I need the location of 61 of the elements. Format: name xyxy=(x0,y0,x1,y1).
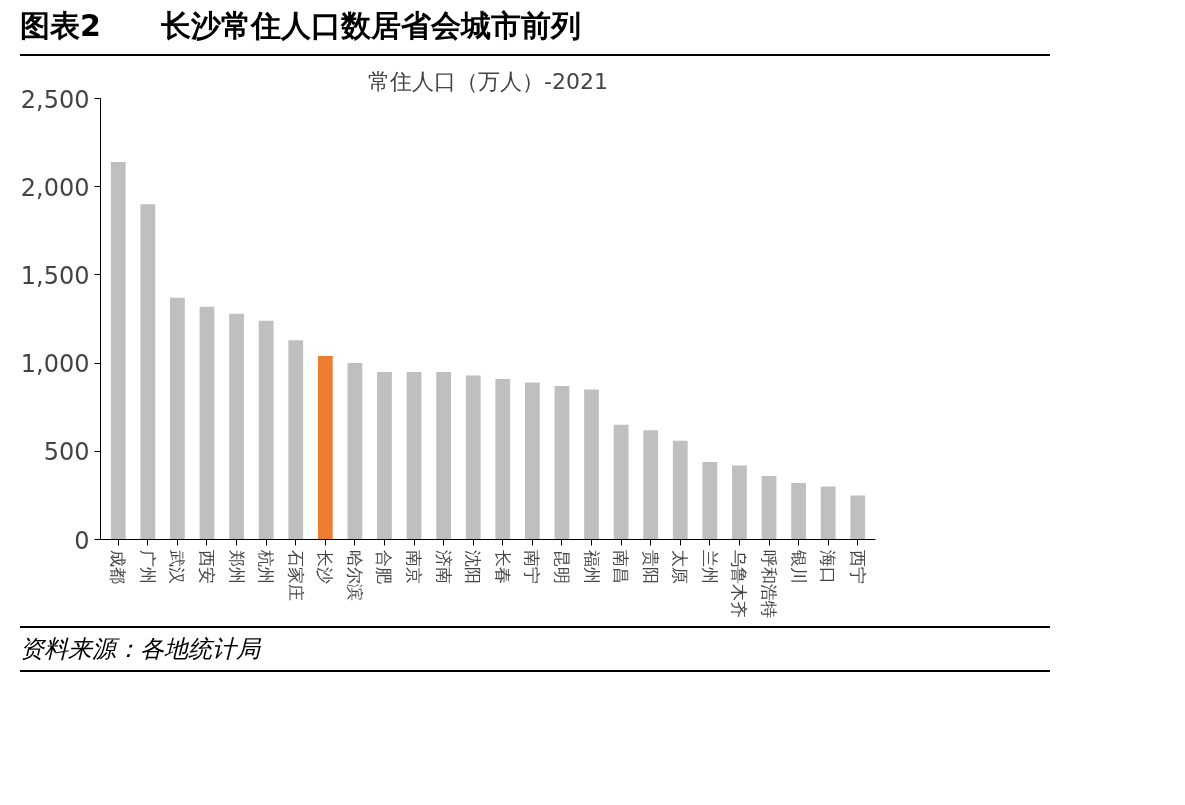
bar xyxy=(613,424,629,540)
x-tick-label: 石家庄 xyxy=(285,550,306,602)
bar xyxy=(347,362,363,540)
bar xyxy=(554,385,570,540)
x-tick-label: 西安 xyxy=(196,550,217,585)
x-tick-label: 哈尔滨 xyxy=(344,550,365,602)
bar xyxy=(643,429,659,540)
text: 资料来源：各地统计局 xyxy=(20,633,260,665)
bar xyxy=(850,495,866,540)
x-tick-label: 贵阳 xyxy=(640,550,661,585)
x-tick-label: 郑州 xyxy=(226,550,247,585)
x-tick-label: 昆明 xyxy=(551,550,572,585)
bar xyxy=(406,371,422,540)
bar xyxy=(377,371,392,540)
x-tick-label: 成都 xyxy=(108,550,129,585)
text: 图表2 长沙常住人口数居省会城市前列 xyxy=(20,7,581,45)
x-tick-label: 杭州 xyxy=(256,549,277,585)
bar xyxy=(672,440,688,540)
bar xyxy=(258,320,274,540)
x-tick-label: 南宁 xyxy=(522,550,543,585)
x-tick-label: 长沙 xyxy=(315,550,336,585)
bar xyxy=(110,161,126,540)
bar xyxy=(495,378,511,540)
bar xyxy=(288,340,304,540)
chart-title: 常住人口（万人）-2021 xyxy=(368,68,608,94)
x-tick-label: 太原 xyxy=(670,550,691,585)
bar xyxy=(465,375,481,540)
x-tick-label: 长春 xyxy=(492,550,513,585)
x-tick-label: 沈阳 xyxy=(463,550,484,585)
x-tick-label: 广州 xyxy=(137,550,158,585)
bar xyxy=(702,461,718,540)
x-tick-label: 西宁 xyxy=(847,550,868,585)
x-tick-label: 合肥 xyxy=(374,550,395,585)
x-tick-label: 兰州 xyxy=(699,550,720,585)
bar xyxy=(820,486,836,540)
bar xyxy=(170,297,185,540)
x-tick-label: 银川 xyxy=(788,549,809,585)
bar xyxy=(140,204,156,540)
y-tick-label: 0 xyxy=(74,526,90,555)
x-tick-label: 福州 xyxy=(581,550,602,585)
bar xyxy=(317,355,333,540)
bar xyxy=(199,306,215,540)
x-tick-label: 海口 xyxy=(818,550,839,585)
x-tick-label: 南昌 xyxy=(611,550,632,585)
bar xyxy=(732,465,747,540)
bar xyxy=(791,482,806,540)
y-tick-label: 500 xyxy=(43,438,90,467)
x-tick-label: 济南 xyxy=(433,550,454,585)
y-tick-label: 1,500 xyxy=(20,261,90,290)
bar xyxy=(524,382,540,540)
y-tick-label: 1,000 xyxy=(20,349,90,378)
x-tick-label: 乌鲁木齐 xyxy=(729,550,750,619)
bar xyxy=(584,389,599,540)
x-tick-label: 呼和浩特 xyxy=(759,550,780,619)
y-tick-label: 2,500 xyxy=(20,85,90,114)
bar xyxy=(229,313,244,540)
x-tick-label: 武汉 xyxy=(167,550,188,585)
bar xyxy=(761,475,777,540)
bar xyxy=(436,371,452,540)
x-tick-label: 南京 xyxy=(404,550,425,585)
y-tick-label: 2,000 xyxy=(20,173,90,202)
